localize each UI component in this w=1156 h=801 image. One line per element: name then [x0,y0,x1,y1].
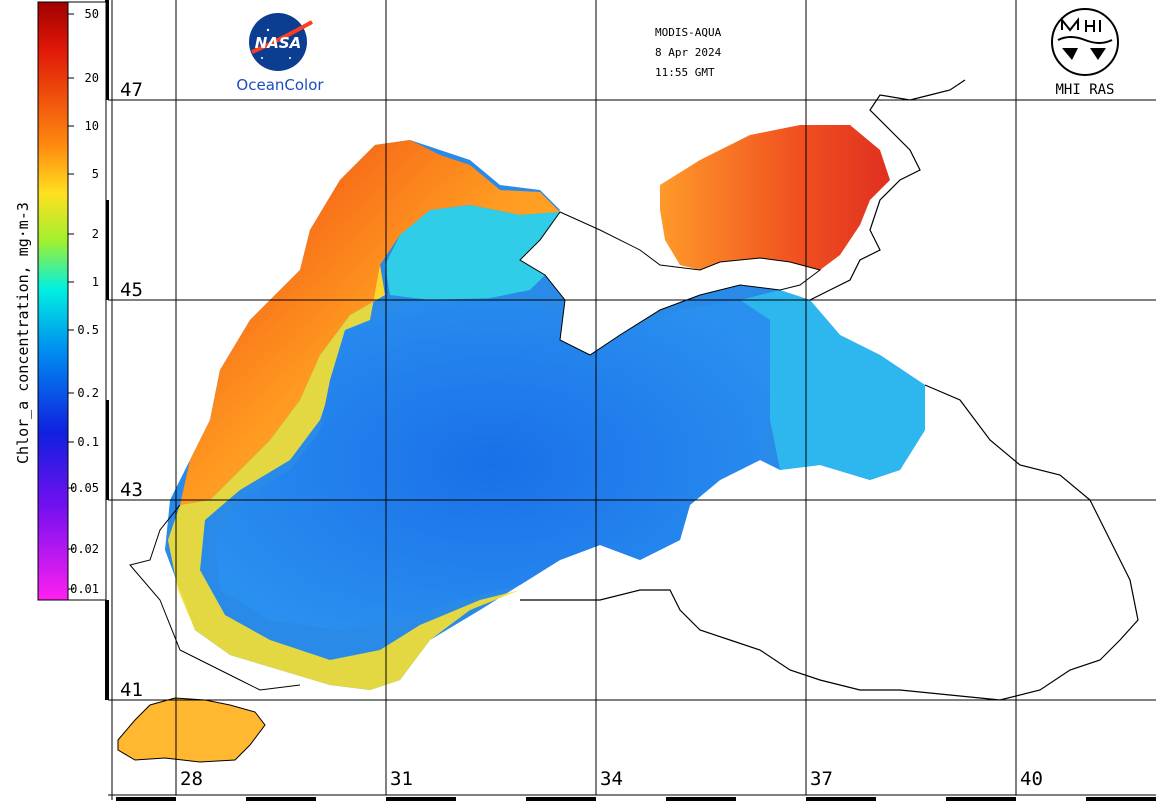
lat-label-47: 47 [120,79,143,101]
colorbar-tick-label: 2 [92,227,99,241]
crimea-land [519,211,822,356]
northwest-cyan-plume [385,205,560,300]
lat-label-41: 41 [120,679,143,701]
coastline-west [129,504,301,691]
colorbar-tick-label: 0.01 [70,582,99,596]
sea-of-marmara [118,698,265,762]
lat-label-43: 43 [120,479,143,501]
colorbar-tick-label: 0.05 [70,481,99,495]
lon-label-34: 34 [600,768,623,790]
colorbar-tick-label: 20 [85,71,99,85]
nasa-logo: NASA [249,13,313,71]
time-label: 11:55 GMT [655,66,715,79]
coordinate-grid [108,0,1156,795]
oceancolor-label: OceanColor [236,76,324,94]
sea-of-azov [660,125,890,270]
central-basin [215,298,770,630]
mhi-ras-label: MHI RAS [1055,82,1114,98]
lon-label-37: 37 [810,768,833,790]
lon-label-40: 40 [1020,768,1043,790]
mhi-ras-logo [1051,8,1119,76]
colorbar-tick-label: 0.5 [77,323,99,337]
lon-label-31: 31 [390,768,413,790]
coastline-north-east [809,79,966,301]
colorbar-tick-label: 1 [92,275,99,289]
nasa-logo-text: NASA [255,34,302,52]
date-label: 8 Apr 2024 [655,46,722,59]
coastline-south-east [520,384,1139,701]
colorbar-tick-label: 10 [85,119,99,133]
bottom-scale-ruler [108,794,1156,801]
colorbar-title: Chlor_a concentration, mg·m-3 [14,202,32,464]
colorbar-tick-label: 0.02 [70,542,99,556]
coastline-marmara [117,697,266,763]
colorbar: 50 20 10 5 2 1 0.5 0.2 0.1 0.05 0.02 0.01 [37,1,107,601]
colorbar-tick-label: 0.1 [77,435,99,449]
sensor-label: MODIS-AQUA [655,26,722,39]
colorbar-tick-label: 5 [92,167,99,181]
western-shelf-bloom [180,140,560,505]
east-cyan-area [740,290,925,480]
colorbar-tick-label: 0.2 [77,386,99,400]
lon-label-28: 28 [180,768,203,790]
lat-label-45: 45 [120,279,143,301]
left-scale-ruler [105,0,113,800]
colorbar-tick-label: 50 [85,7,99,21]
